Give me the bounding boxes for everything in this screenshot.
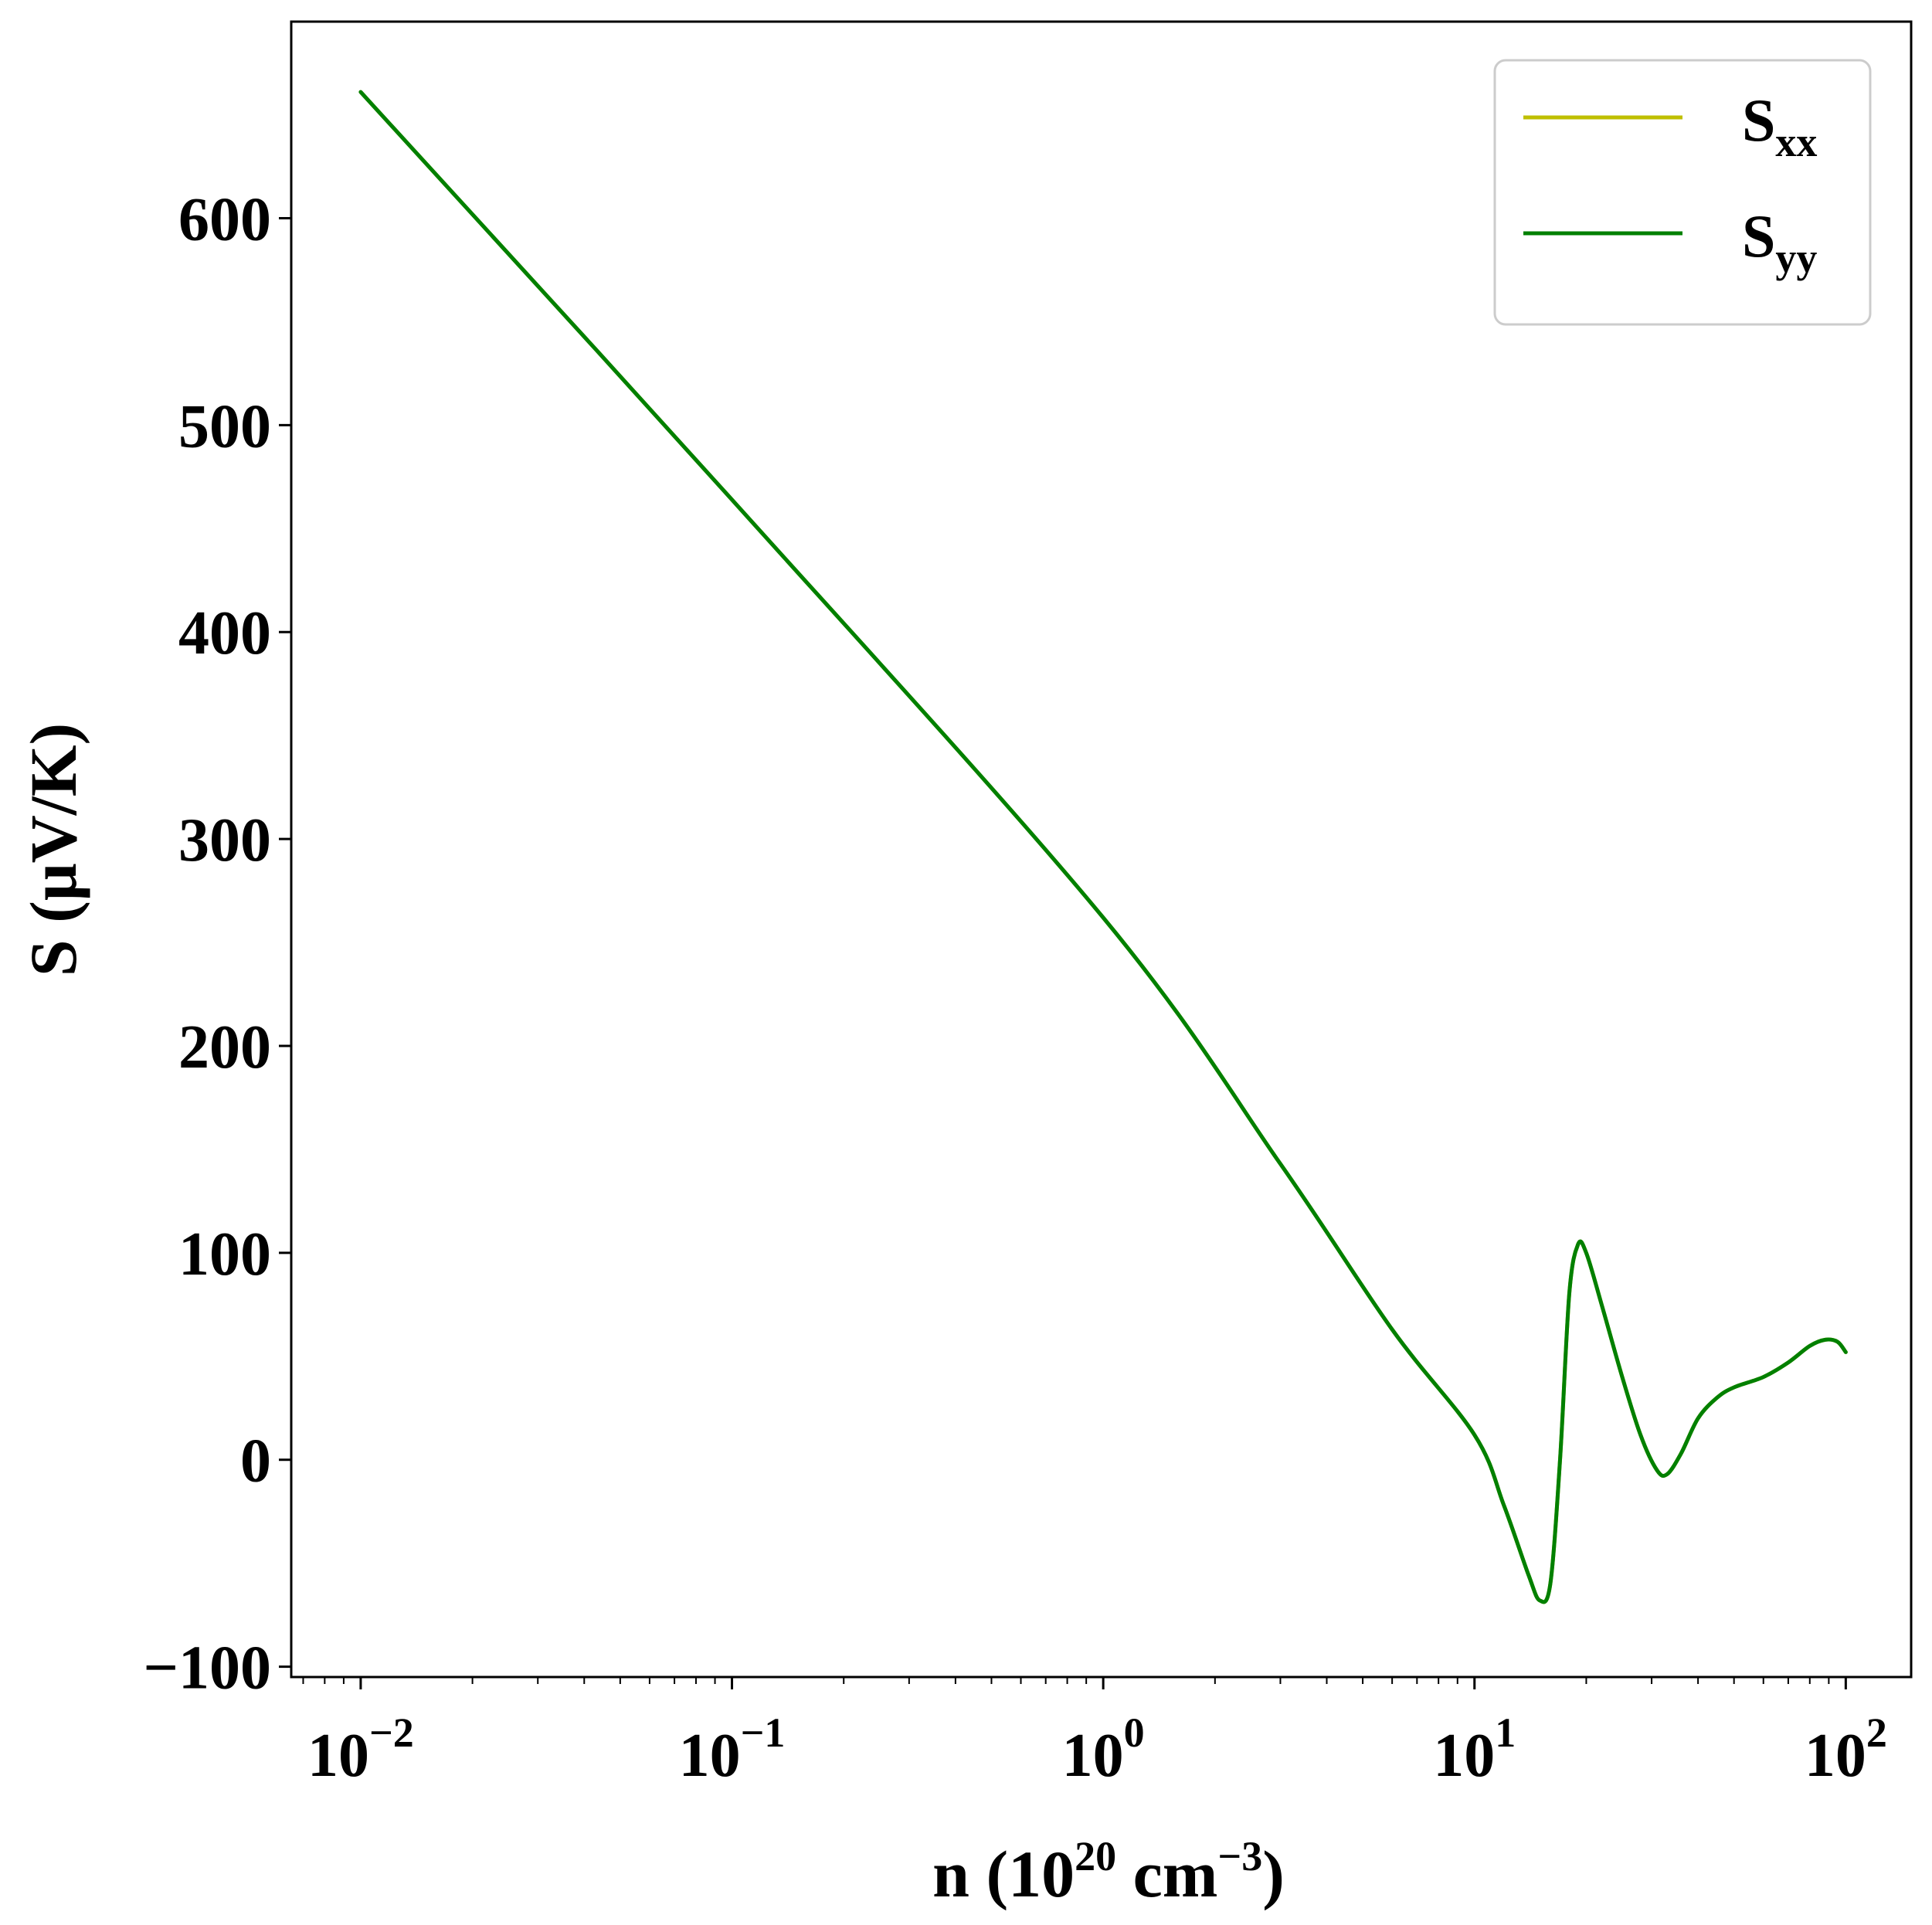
x-tick-label: 101 — [1433, 1709, 1516, 1790]
legend-label-sxx: Sxx — [1742, 87, 1817, 165]
y-tick-label: 100 — [178, 1221, 271, 1288]
legend-label-syy-base: S — [1742, 202, 1775, 270]
x-tick-label: 10−1 — [679, 1709, 786, 1790]
legend-label-sxx-base: S — [1742, 87, 1775, 154]
x-axis-label-pre: n (10 — [932, 1837, 1075, 1911]
series-line-syy — [358, 90, 1848, 1604]
series-layer — [358, 90, 1848, 1604]
x-tick-label: 102 — [1805, 1709, 1887, 1790]
legend-label-syy: Syy — [1742, 202, 1817, 281]
y-tick-label: 600 — [178, 185, 271, 253]
x-tick-label: 100 — [1062, 1709, 1145, 1790]
legend-label-sxx-sub: xx — [1775, 119, 1817, 165]
y-tick-label: 0 — [240, 1428, 271, 1496]
axis-ticks — [279, 216, 1847, 1689]
y-axis-label: S (μV/K) — [16, 723, 90, 976]
plot-area — [290, 20, 1913, 1679]
y-tick-label: 500 — [178, 392, 271, 460]
y-tick-label: 300 — [178, 806, 271, 874]
legend: Sxx Syy — [1493, 59, 1872, 326]
tick-labels: 10−2 10−1 100 101 102 −100 0 100 200 300 400 500 600 — [143, 185, 1886, 1790]
x-axis-label: n (1020 cm−3) — [932, 1833, 1285, 1911]
x-axis-label-exp1: 20 — [1075, 1833, 1116, 1879]
x-axis-label-exp2: −3 — [1217, 1833, 1262, 1879]
x-axis-label-post: ) — [1262, 1837, 1285, 1911]
y-tick-label: 400 — [178, 599, 271, 667]
x-tick-label: 10−2 — [307, 1709, 414, 1790]
y-tick-label: −100 — [143, 1635, 271, 1703]
legend-box — [1493, 59, 1872, 326]
x-axis-label-mid: cm — [1116, 1837, 1217, 1911]
y-tick-label: 200 — [178, 1013, 271, 1081]
legend-label-syy-sub: yy — [1775, 235, 1817, 281]
